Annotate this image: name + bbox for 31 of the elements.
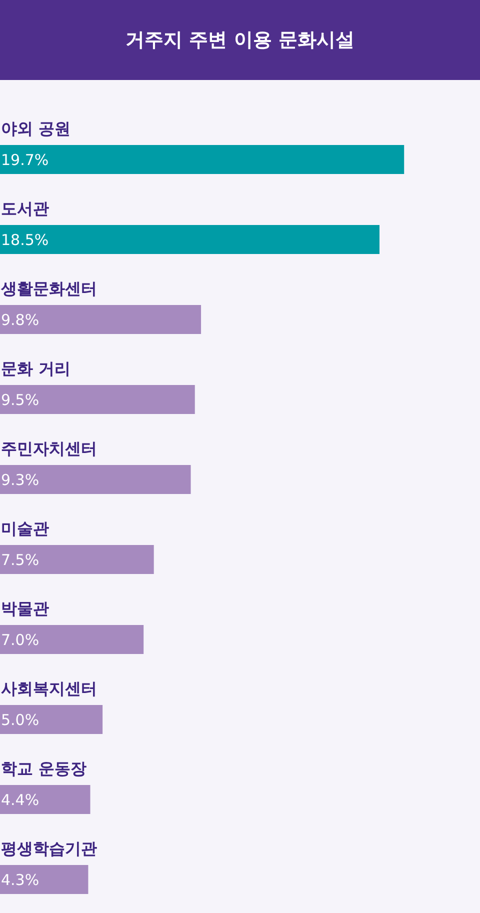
bar bbox=[0, 305, 202, 334]
bar bbox=[0, 705, 103, 734]
bar bbox=[0, 865, 88, 894]
data-label: 4.4% bbox=[1, 791, 40, 809]
data-label: 7.0% bbox=[1, 631, 40, 649]
data-label: 18.5% bbox=[1, 231, 49, 249]
bar bbox=[0, 385, 195, 414]
y-tick-label: 야외 공원 bbox=[1, 119, 71, 138]
y-tick-label: 주민자치센터 bbox=[1, 439, 97, 458]
bar bbox=[0, 145, 404, 174]
y-tick-label: 미술관 bbox=[1, 519, 49, 538]
y-tick-label: 평생학습기관 bbox=[1, 839, 97, 858]
data-label: 19.7% bbox=[1, 151, 49, 169]
bar bbox=[0, 785, 90, 814]
data-label: 4.3% bbox=[1, 871, 40, 889]
bar bbox=[0, 465, 191, 494]
data-label: 7.5% bbox=[1, 551, 40, 569]
y-tick-label: 도서관 bbox=[1, 199, 49, 218]
data-label: 5.0% bbox=[1, 711, 40, 729]
bar bbox=[0, 625, 144, 654]
y-tick-label: 학교 운동장 bbox=[1, 759, 87, 778]
bar bbox=[0, 225, 380, 254]
data-label: 9.3% bbox=[1, 471, 40, 489]
y-tick-label: 사회복지센터 bbox=[1, 679, 97, 698]
data-label: 9.8% bbox=[1, 311, 40, 329]
y-tick-label: 문화 거리 bbox=[1, 359, 71, 378]
chart-title: 거주지 주변 이용 문화시설 bbox=[0, 0, 480, 80]
y-tick-label: 박물관 bbox=[1, 599, 49, 618]
bar bbox=[0, 545, 154, 574]
data-label: 9.5% bbox=[1, 391, 40, 409]
y-tick-label: 생활문화센터 bbox=[0, 279, 97, 298]
